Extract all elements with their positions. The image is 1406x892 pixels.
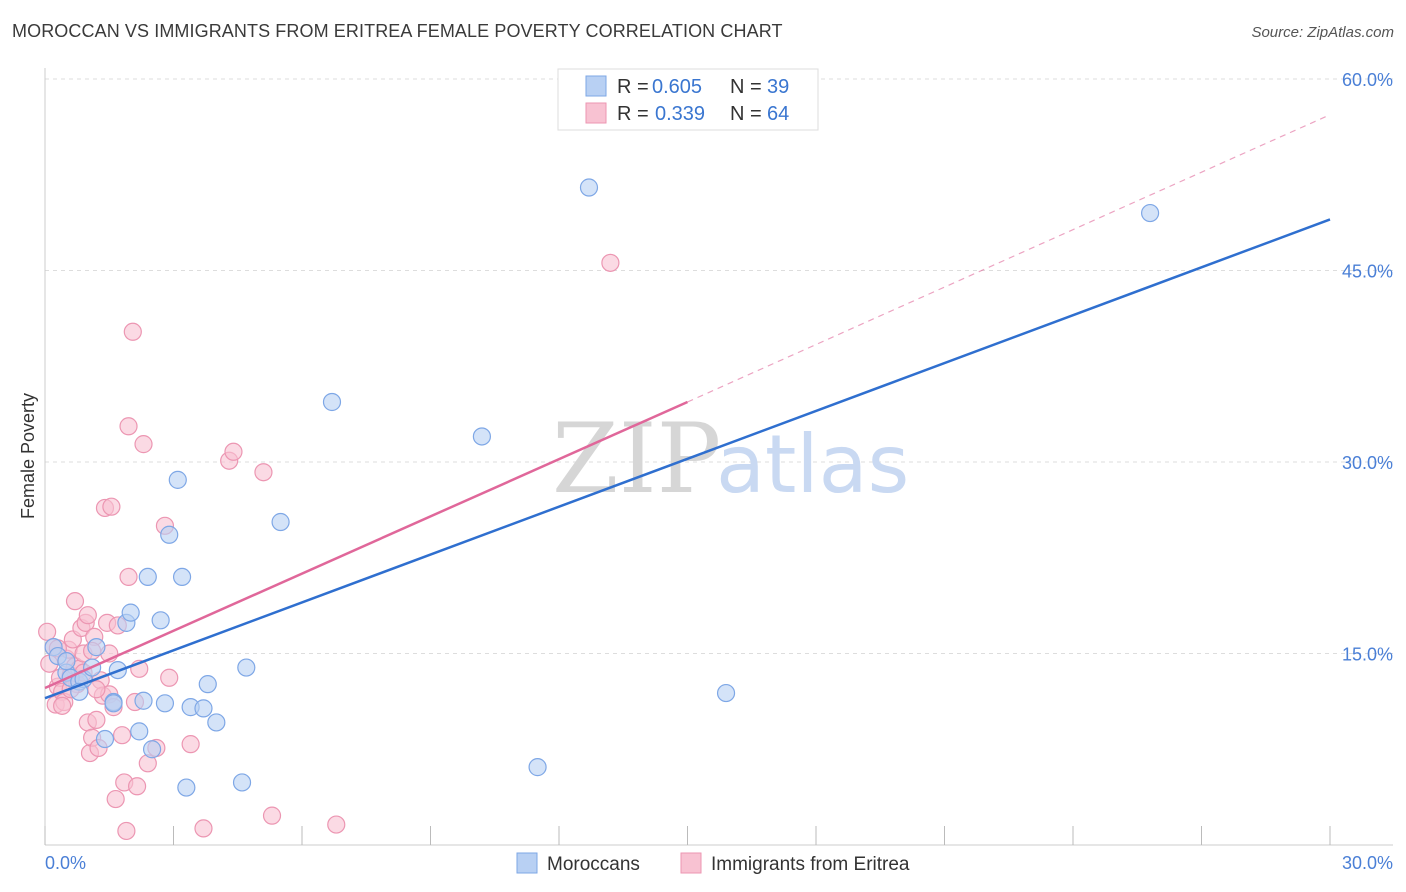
eritrea-point [78,606,97,625]
eritrea-point [87,710,106,729]
moroccan-point [95,729,115,749]
moroccan-trendline [44,218,1331,700]
moroccan-point [142,740,162,759]
legend-swatch-moroccans [585,75,607,97]
axes-layer: 15.0% 30.0% 45.0% 60.0% 0.0% 30.0% [44,68,1393,873]
moroccan-point [472,427,491,446]
eritrea-point [254,463,273,482]
x-tick-label: 0.0% [45,853,86,873]
eritrea-point [112,726,132,745]
moroccan-point [528,758,547,777]
legend-r-label-2: R = [617,103,649,125]
eritrea-point [117,821,136,841]
eritrea-point [119,567,138,587]
eritrea-point [65,592,85,611]
moroccan-point [172,567,192,587]
eritrea-point [181,735,200,754]
grid-layer [45,78,1393,654]
legend-n-value-1: 39 [767,76,789,98]
moroccan-point [151,611,170,630]
legend-n-label-1: N = [730,76,762,98]
y-tick-label: 30.0% [1342,453,1393,473]
eritrea-point [119,417,138,436]
eritrea-point [38,622,57,641]
moroccan-point [198,675,217,694]
moroccan-point [130,722,149,741]
moroccan-point [232,773,252,792]
moroccan-point [207,713,226,732]
eritrea-point [106,789,125,809]
moroccan-point [87,638,106,657]
points-layer [38,178,1160,841]
moroccan-point [716,683,736,703]
moroccan-point [579,178,599,197]
chart-source: Source: ZipAtlas.com [1251,24,1394,41]
legend-r-value-2: 0.339 [655,103,705,125]
series-legend-swatch-eritrea[interactable] [680,852,702,874]
watermark: ZIP atlas [552,403,909,515]
legend-swatch-eritrea [585,102,607,124]
eritrea-point [102,497,121,516]
moroccan-point [134,691,153,710]
moroccan-point [57,652,76,671]
eritrea-point [123,322,142,341]
moroccan-point [104,694,123,713]
eritrea-point [601,253,620,272]
moroccan-point [271,512,290,532]
moroccan-point [1140,203,1160,223]
y-axis-label: Female Poverty [18,393,38,519]
moroccan-point [237,658,256,677]
eritrea-point [262,806,282,825]
legend-n-value-2: 64 [767,103,789,125]
legend-r-value-1: 0.605 [652,76,702,98]
moroccan-point [121,603,140,622]
series-legend-label-moroccans[interactable]: Moroccans [547,854,640,875]
eritrea-point [224,442,243,461]
series-legend-label-eritrea[interactable]: Immigrants from Eritrea [711,854,910,875]
y-tick-label: 60.0% [1342,70,1393,90]
moroccan-point [177,778,196,797]
series-legend: Moroccans Immigrants from Eritrea [516,852,910,875]
legend-r-label-1: R = [617,76,649,98]
eritrea-point [127,777,147,796]
eritrea-point [160,668,179,687]
moroccan-point [155,694,175,713]
eritrea-trendline [44,400,689,690]
eritrea-point [134,435,153,454]
y-tick-label: 45.0% [1342,262,1393,282]
watermark-atlas: atlas [716,418,909,511]
trend-layer [44,114,1331,700]
y-tick-label: 15.0% [1342,645,1393,665]
moroccan-point [160,525,179,544]
correlation-legend: R = 0.605 N = 39 R = 0.339 N = 64 [557,68,819,131]
moroccan-point [322,392,342,412]
moroccan-point [138,567,157,587]
chart-title: MOROCCAN VS IMMIGRANTS FROM ERITREA FEMA… [12,21,783,41]
moroccan-point [194,699,213,718]
eritrea-point [53,696,72,715]
legend-n-label-2: N = [730,103,762,125]
eritrea-point [327,815,346,834]
watermark-zip: ZIP [552,403,721,515]
series-legend-swatch-moroccans[interactable] [516,852,538,874]
x-tick-label: 30.0% [1342,853,1393,873]
eritrea-point [194,819,213,838]
eritrea-trendline-extension [687,114,1331,403]
moroccan-point [168,470,187,489]
